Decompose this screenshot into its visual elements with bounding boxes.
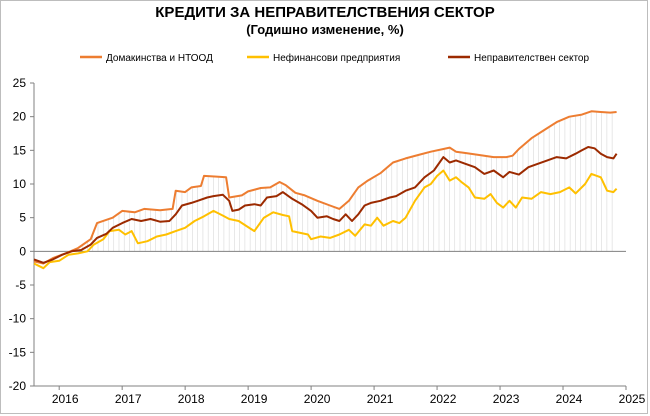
chart-subtitle: (Годишно изменение, %) <box>246 22 404 37</box>
y-tick-label: 25 <box>13 76 27 90</box>
x-tick-label: 2020 <box>304 392 331 406</box>
x-tick-label: 2023 <box>493 392 520 406</box>
legend-label: Нефинансови предприятия <box>273 52 400 64</box>
legend-label: Неправителствен сектор <box>474 53 589 64</box>
series-line <box>33 169 618 270</box>
y-tick-label: -15 <box>9 345 27 359</box>
chart-title: КРЕДИТИ ЗА НЕПРАВИТЕЛСТВЕНИЯ СЕКТОР <box>155 4 495 21</box>
x-tick-label: 2017 <box>115 392 142 406</box>
y-tick-label: 15 <box>13 143 27 157</box>
axes <box>33 83 626 387</box>
y-tick-label: 0 <box>19 244 26 258</box>
x-tick-label: 2019 <box>241 392 268 406</box>
legend: Домакинства и НТООД Нефинансови предприят… <box>80 52 589 64</box>
y-tick-label: -5 <box>15 278 26 292</box>
series-lines <box>33 110 618 270</box>
y-tick-label: 20 <box>13 110 27 124</box>
y-tick-label: -10 <box>9 312 27 326</box>
background-hatching <box>71 111 613 252</box>
x-tick-label: 2016 <box>52 392 79 406</box>
x-tick-label: 2021 <box>367 392 394 406</box>
x-axis-ticks: 2016 2017 2018 2019 2020 2021 2022 2023 2024 2025 <box>52 386 646 406</box>
y-tick-label: -20 <box>9 379 27 393</box>
series-line <box>33 146 618 264</box>
y-axis-ticks: 25 20 15 10 5 0 -5 -10 -15 -20 <box>9 76 34 393</box>
x-tick-label: 2025 <box>619 392 646 406</box>
x-tick-label: 2018 <box>178 392 205 406</box>
y-tick-label: 10 <box>13 177 27 191</box>
x-tick-label: 2022 <box>430 392 457 406</box>
x-tick-label: 2024 <box>556 392 583 406</box>
series-line <box>33 110 617 265</box>
legend-label: Домакинства и НТООД <box>106 53 213 64</box>
y-tick-label: 5 <box>19 211 26 225</box>
